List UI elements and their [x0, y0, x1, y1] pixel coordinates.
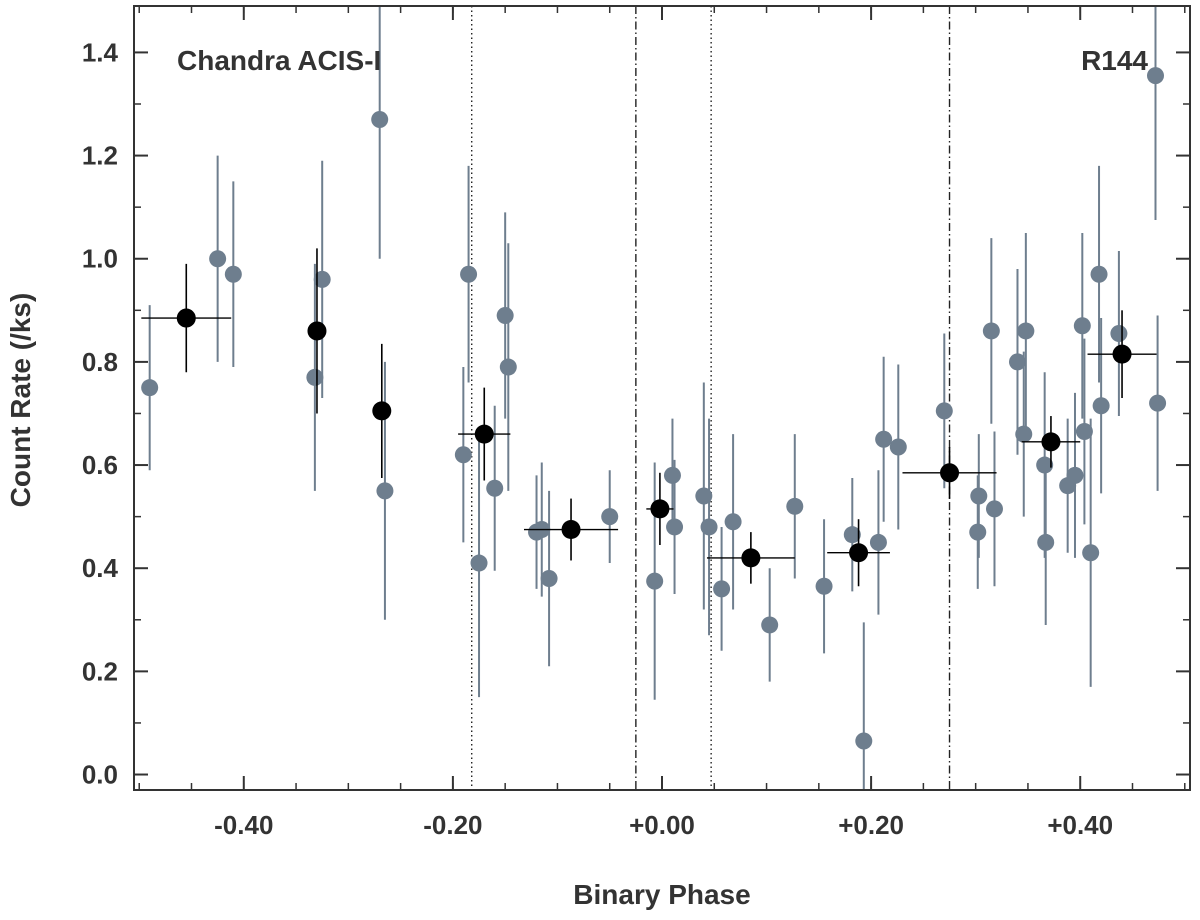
gray-point — [1149, 394, 1167, 412]
gray-point — [1036, 456, 1054, 474]
gray-point — [1082, 544, 1100, 562]
gray-point — [1008, 353, 1026, 371]
gray-point — [970, 487, 988, 505]
gray-point — [1092, 397, 1110, 415]
gray-point — [724, 513, 742, 531]
gray-point — [209, 250, 227, 268]
gray-point — [376, 482, 394, 500]
gray-point — [1075, 423, 1093, 441]
x-tick-label: +0.40 — [1047, 810, 1113, 840]
gray-point — [663, 466, 681, 484]
gray-point — [666, 518, 684, 536]
black-point — [650, 499, 670, 519]
gray-point — [540, 570, 558, 588]
x-tick-label: -0.20 — [423, 810, 482, 840]
gray-point — [713, 580, 731, 598]
y-tick-label: 1.2 — [82, 141, 118, 171]
gray-point — [306, 368, 324, 386]
gray-point — [1090, 265, 1108, 283]
black-point — [940, 463, 960, 483]
axis-ticks — [134, 6, 1190, 790]
gray-point — [815, 577, 833, 595]
gray-point — [371, 110, 389, 128]
x-tick-labels: -0.40 -0.20 +0.00 +0.20 +0.40 — [214, 810, 1113, 840]
gray-point — [935, 402, 953, 420]
gray-point — [313, 270, 331, 288]
gray-point — [1015, 425, 1033, 443]
x-tick-label: -0.40 — [214, 810, 273, 840]
plot-frame — [133, 5, 1191, 791]
gray-point — [875, 430, 893, 448]
gray-point — [843, 526, 861, 544]
gray-point — [982, 322, 1000, 340]
gray-point — [486, 479, 504, 497]
gray-point — [969, 523, 987, 541]
gray-point — [454, 446, 472, 464]
gray-point — [869, 533, 887, 551]
y-tick-label: 0.8 — [82, 347, 118, 377]
gray-point — [985, 500, 1003, 518]
gray-point — [224, 265, 242, 283]
gray-point — [141, 379, 159, 397]
gray-point — [761, 616, 779, 634]
y-tick-labels: 0.0 0.2 0.4 0.6 0.8 1.0 1.2 1.4 — [82, 37, 119, 789]
black-point — [741, 548, 761, 568]
gray-point — [889, 438, 907, 456]
instrument-label: Chandra ACIS-I — [177, 45, 381, 76]
reference-lines — [471, 6, 951, 790]
y-tick-label: 0.6 — [82, 450, 118, 480]
y-axis-title: Count Rate (/ks) — [5, 293, 36, 508]
black-point — [372, 401, 392, 421]
gray-point — [499, 358, 517, 376]
gray-point — [1073, 317, 1091, 335]
y-tick-label: 1.4 — [82, 37, 119, 67]
x-tick-label: +0.20 — [838, 810, 904, 840]
x-axis-title: Binary Phase — [573, 879, 750, 910]
black-point — [1041, 432, 1061, 452]
gray-series — [141, 6, 1167, 790]
black-point — [307, 321, 327, 341]
black-point — [561, 520, 581, 540]
gray-point — [1110, 325, 1128, 343]
gray-point — [1146, 67, 1164, 85]
object-label: R144 — [1081, 45, 1148, 76]
gray-point — [470, 554, 488, 572]
y-tick-label: 0.4 — [82, 553, 119, 583]
gray-point — [1017, 322, 1035, 340]
black-point — [176, 308, 196, 328]
y-tick-label: 0.0 — [82, 760, 118, 790]
black-point — [474, 424, 494, 444]
gray-point — [855, 732, 873, 750]
gray-point — [786, 497, 804, 515]
gray-point — [700, 518, 718, 536]
black-point — [1112, 344, 1132, 364]
x-tick-label: +0.00 — [629, 810, 695, 840]
gray-point — [601, 508, 619, 526]
y-tick-label: 1.0 — [82, 244, 118, 274]
gray-point — [1037, 533, 1055, 551]
gray-point — [646, 572, 664, 590]
y-tick-label: 0.2 — [82, 656, 118, 686]
black-series — [141, 248, 1157, 587]
gray-point — [1066, 466, 1084, 484]
gray-point — [460, 265, 478, 283]
gray-point — [496, 306, 514, 324]
black-point — [849, 543, 869, 563]
